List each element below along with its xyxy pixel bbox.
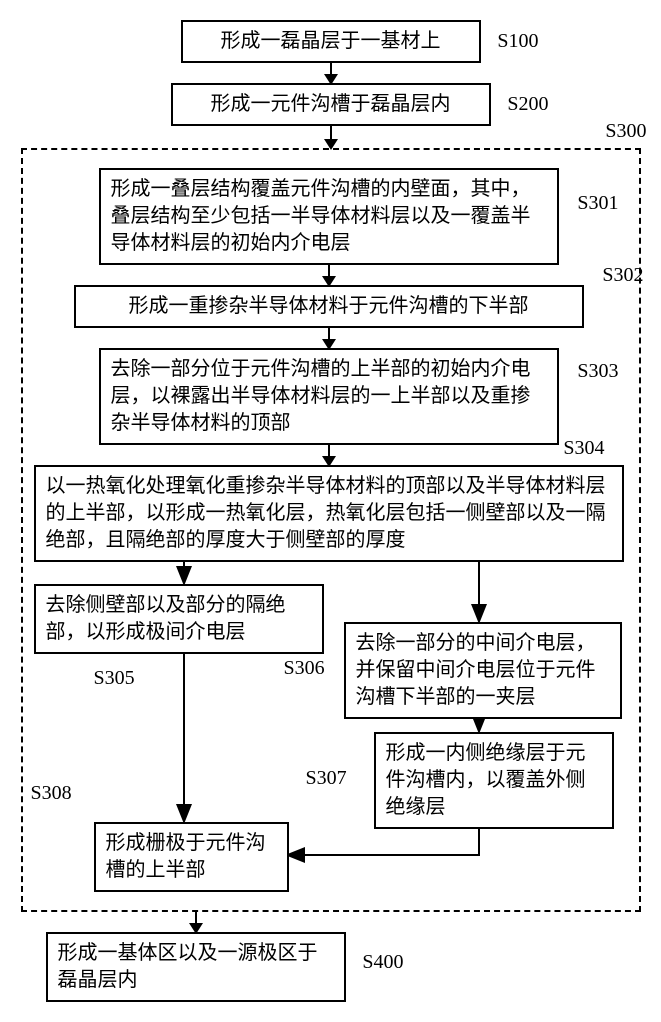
label-s307: S307 bbox=[306, 767, 347, 790]
node-s307: 形成一内侧绝缘层于元件沟槽内，以覆盖外侧绝缘层 bbox=[374, 732, 614, 829]
node-s306-text: 去除一部分的中间介电层，并保留中间介电层位于元件沟槽下半部的一夹层 bbox=[356, 632, 596, 708]
label-s400: S400 bbox=[362, 949, 403, 976]
label-s301: S301 bbox=[577, 190, 618, 217]
label-s306: S306 bbox=[284, 657, 325, 680]
node-s100: 形成一磊晶层于一基材上 S100 bbox=[181, 20, 481, 63]
node-s200: 形成一元件沟槽于磊晶层内 S200 bbox=[171, 83, 491, 126]
arrow-s301-s302 bbox=[328, 265, 330, 285]
node-s305-text: 去除侧壁部以及部分的隔绝部，以形成极间介电层 bbox=[46, 594, 286, 643]
node-s400-text: 形成一基体区以及一源极区于磊晶层内 bbox=[58, 942, 318, 991]
label-s304: S304 bbox=[563, 437, 604, 460]
node-s303: 去除一部分位于元件沟槽的上半部的初始内介电层，以裸露出半导体材料层的一上半部以及… bbox=[99, 348, 559, 445]
branch-area: 去除侧壁部以及部分的隔绝部，以形成极间介电层 S305 去除一部分的中间介电层，… bbox=[34, 562, 624, 892]
node-s304-text: 以一热氧化处理氧化重掺杂半导体材料的顶部以及半导体材料层的上半部，以形成一热氧化… bbox=[46, 475, 606, 551]
arrow-s303-s304 bbox=[328, 445, 330, 465]
node-s306: 去除一部分的中间介电层，并保留中间介电层位于元件沟槽下半部的一夹层 bbox=[344, 622, 622, 719]
label-s303: S303 bbox=[577, 358, 618, 385]
node-s308-text: 形成栅极于元件沟槽的上半部 bbox=[106, 832, 266, 881]
arrow-s200-s300 bbox=[330, 126, 332, 148]
arrow-s300-s400 bbox=[195, 912, 197, 932]
label-s308: S308 bbox=[31, 782, 72, 805]
group-s300: S300 形成一叠层结构覆盖元件沟槽的内壁面，其中，叠层结构至少包括一半导体材料… bbox=[21, 148, 641, 912]
arrow-s100-s200 bbox=[330, 63, 332, 83]
arrow-s302-s303 bbox=[328, 328, 330, 348]
node-s302: 形成一重掺杂半导体材料于元件沟槽的下半部 S302 bbox=[74, 285, 584, 328]
flowchart-root: 形成一磊晶层于一基材上 S100 形成一元件沟槽于磊晶层内 S200 S300 … bbox=[10, 20, 651, 1002]
node-s308: 形成栅极于元件沟槽的上半部 bbox=[94, 822, 289, 892]
node-s301: 形成一叠层结构覆盖元件沟槽的内壁面，其中，叠层结构至少包括一半导体材料层以及一覆… bbox=[99, 168, 559, 265]
label-s300: S300 bbox=[605, 120, 646, 143]
node-s304: 以一热氧化处理氧化重掺杂半导体材料的顶部以及半导体材料层的上半部，以形成一热氧化… bbox=[34, 465, 624, 562]
node-s100-text: 形成一磊晶层于一基材上 bbox=[221, 30, 441, 52]
node-s305: 去除侧壁部以及部分的隔绝部，以形成极间介电层 bbox=[34, 584, 324, 654]
node-s303-text: 去除一部分位于元件沟槽的上半部的初始内介电层，以裸露出半导体材料层的一上半部以及… bbox=[111, 358, 531, 434]
node-s301-text: 形成一叠层结构覆盖元件沟槽的内壁面，其中，叠层结构至少包括一半导体材料层以及一覆… bbox=[111, 178, 531, 254]
node-s200-text: 形成一元件沟槽于磊晶层内 bbox=[211, 93, 451, 115]
label-s305: S305 bbox=[94, 667, 135, 690]
label-s200: S200 bbox=[507, 91, 548, 118]
node-s307-text: 形成一内侧绝缘层于元件沟槽内，以覆盖外侧绝缘层 bbox=[386, 742, 586, 818]
label-s302: S302 bbox=[602, 262, 643, 289]
label-s100: S100 bbox=[497, 28, 538, 55]
node-s302-text: 形成一重掺杂半导体材料于元件沟槽的下半部 bbox=[129, 295, 529, 317]
node-s400: 形成一基体区以及一源极区于磊晶层内 S400 bbox=[46, 932, 346, 1002]
